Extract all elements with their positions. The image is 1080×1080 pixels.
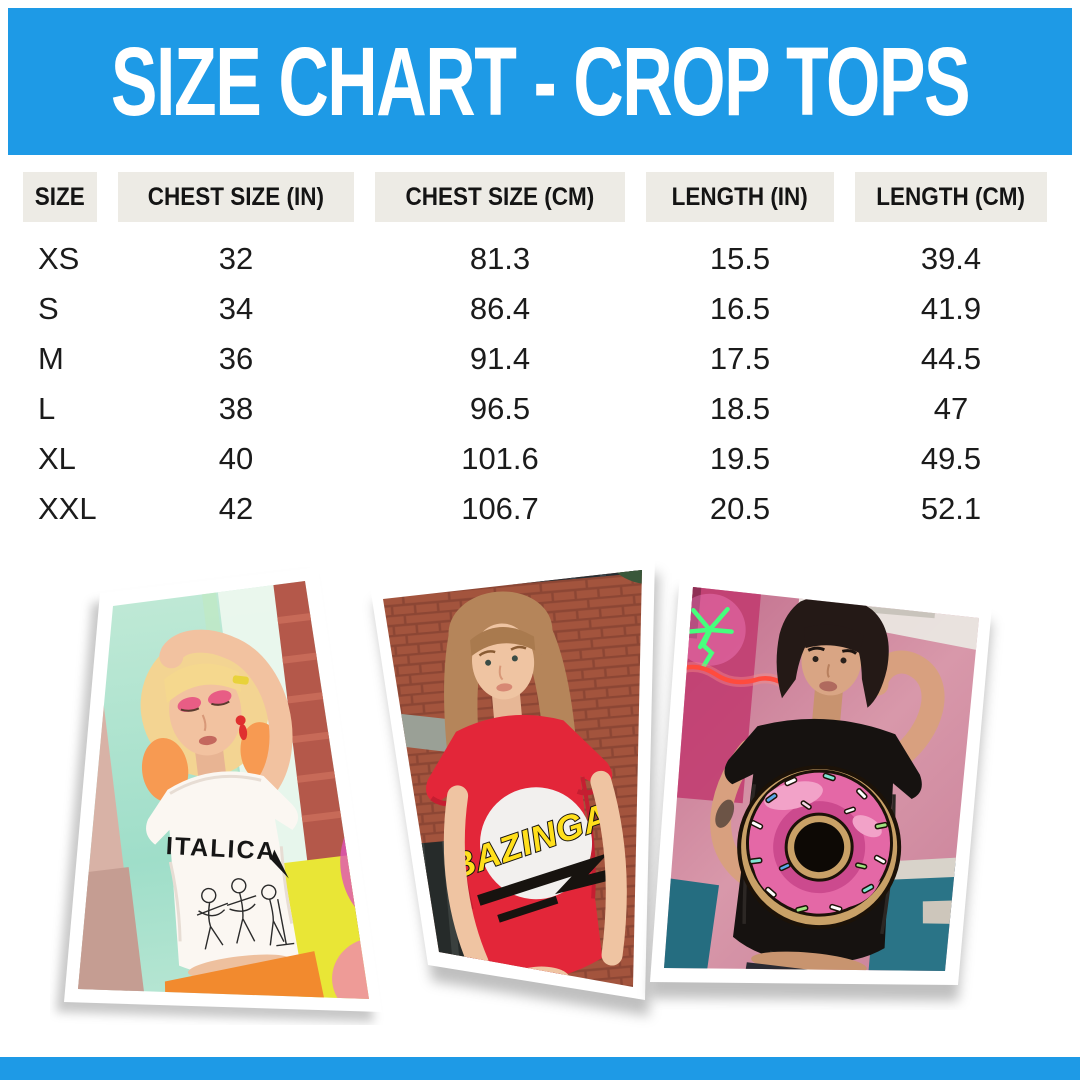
title-banner: SIZE CHART - CROP TOPS [8,8,1072,155]
measurement-cell: 41.9 [920,291,982,326]
measurement-cell: 47 [933,391,969,426]
column-header-chest-in: CHEST SIZE (IN) [118,172,354,222]
model-3 [710,594,945,971]
size-table: SIZE CHEST SIZE (IN) CHEST SIZE (CM) LEN… [23,172,1047,534]
shirt-lightning [477,852,623,906]
column-header-size: SIZE [23,172,97,222]
size-label-cell: S [38,291,59,326]
column-header-length-cm: LENGTH (CM) [855,172,1047,222]
page-title: SIZE CHART - CROP TOPS [110,27,971,136]
measurement-cell: 15.5 [709,241,771,276]
column-header-length-in: LENGTH (IN) [646,172,834,222]
shirt-graphic-italica: ITALICA [165,832,289,879]
photo-red-crop-top: BAZINGA! [370,557,659,1016]
size-label-cell: XS [38,241,80,276]
size-label-cell: XL [38,441,76,476]
size-label-cell: XXL [38,491,97,526]
table-body: XS 32 81.3 15.5 39.4 S 34 86.4 16.5 41.9 M 36 91.4 17… [23,234,1047,534]
shirt-graphic-donut [737,765,902,930]
measurement-cell: 96.5 [469,391,531,426]
size-label-cell: L [38,391,56,426]
measurement-cell: 49.5 [920,441,982,476]
measurement-cell: 20.5 [709,491,771,526]
band-line-art [196,878,295,950]
table-header-row: SIZE CHEST SIZE (IN) CHEST SIZE (CM) LEN… [23,172,1047,222]
measurement-cell: 39.4 [920,241,982,276]
footer-bar [0,1057,1080,1080]
photo-white-crop-top: ITALICA [56,567,382,1022]
measurement-cell: 86.4 [469,291,531,326]
measurement-cell: 91.4 [469,341,531,376]
neon-palm-sign [669,593,788,689]
measurement-cell: 18.5 [709,391,771,426]
shirt-text-italica: ITALICA [165,832,277,866]
measurement-cell: 106.7 [461,491,539,526]
measurement-cell: 44.5 [920,341,982,376]
measurement-cell: 36 [218,341,254,376]
measurement-cell: 19.5 [709,441,771,476]
measurement-cell: 42 [218,491,254,526]
photo-black-crop-top [650,574,992,1001]
measurement-cell: 17.5 [709,341,771,376]
measurement-cell: 52.1 [920,491,982,526]
measurement-cell: 38 [218,391,254,426]
measurement-cell: 81.3 [469,241,531,276]
measurement-cell: 32 [218,241,254,276]
size-label-cell: M [38,341,64,376]
measurement-cell: 101.6 [461,441,539,476]
measurement-cell: 16.5 [709,291,771,326]
measurement-cell: 34 [218,291,254,326]
measurement-cell: 40 [218,441,254,476]
forearm-tattoo [715,799,735,828]
column-header-chest-cm: CHEST SIZE (CM) [375,172,625,222]
